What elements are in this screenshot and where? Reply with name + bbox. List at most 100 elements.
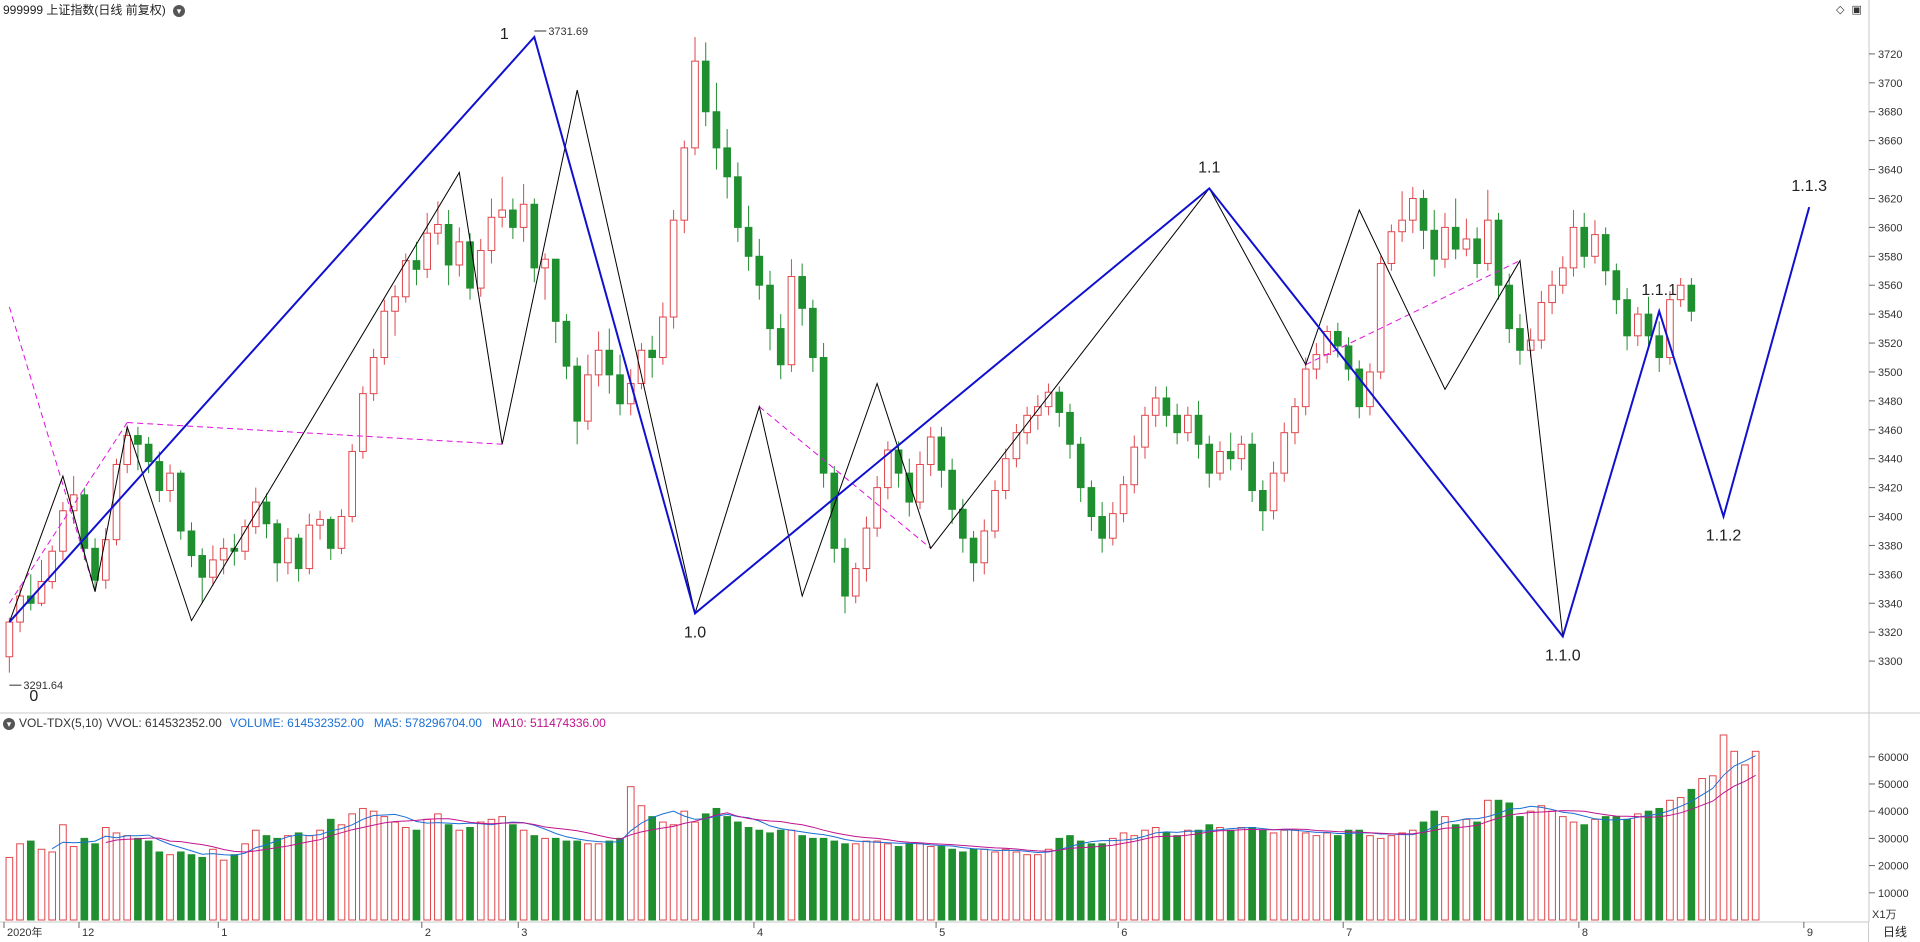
candle-body [648, 349, 656, 358]
candle-body [541, 258, 549, 269]
panel-toggle-icon[interactable]: ▣ [1851, 4, 1862, 16]
candle-body [1666, 299, 1674, 359]
volume-bar [1676, 797, 1685, 921]
candle-body [1291, 406, 1299, 434]
volume-bar [123, 835, 132, 921]
candle-body [37, 581, 46, 604]
candle-body [80, 494, 89, 549]
volume-bar [1291, 829, 1299, 921]
volume-bar [1494, 799, 1503, 921]
volume-bar [584, 843, 592, 921]
volume-bar [1623, 818, 1631, 921]
x-tick-label: 7 [1346, 927, 1352, 939]
y-tick-label: 3500 [1878, 367, 1902, 379]
price-axis: 3300 3320 3340 3360 3380 3400 3420 3440 3460 3480… [1869, 49, 1902, 668]
volume-bar [230, 854, 239, 921]
candle-series [5, 37, 1696, 673]
volume-bar [1591, 818, 1599, 921]
candle-body [1194, 414, 1203, 445]
volume-bar [862, 840, 871, 921]
candle-body [1494, 219, 1503, 286]
y-tick-label: 3380 [1878, 540, 1902, 552]
chevron-down-icon[interactable]: ▾ [3, 717, 15, 730]
candle-body [1098, 516, 1106, 539]
candle-body [1044, 391, 1053, 408]
volume-bar [80, 837, 89, 921]
candle-body [1269, 472, 1278, 512]
volume-bar [1173, 835, 1181, 921]
wave-label: 1 [500, 26, 509, 43]
candle-body [562, 320, 571, 367]
volume-bar [48, 851, 57, 921]
volume-tick-label: 30000 [1878, 833, 1909, 845]
volume-bar [1387, 835, 1396, 921]
candle-body [605, 349, 614, 376]
volume-bar [669, 824, 678, 921]
candle-body [1312, 354, 1321, 370]
candle-body [1001, 458, 1010, 491]
volume-indicator-name: VOL-TDX(5,10) [19, 716, 103, 730]
candle-body [1130, 446, 1139, 486]
volume-bar [530, 835, 539, 921]
volume-bar [551, 837, 560, 921]
y-tick-label: 3720 [1878, 49, 1902, 61]
volume-bar [712, 807, 721, 921]
volume-bar [1044, 848, 1053, 921]
volume-bar [1505, 802, 1514, 921]
candle-body [423, 232, 432, 270]
x-tick-label: 2 [425, 927, 431, 939]
candle-body [1601, 234, 1610, 272]
candle-body [1334, 330, 1342, 347]
candle-body [1173, 414, 1181, 434]
volume-bar [637, 805, 646, 921]
candle-body [1569, 226, 1578, 269]
candle-body [926, 436, 935, 465]
volume-bar [1130, 835, 1139, 921]
candle-body [519, 203, 528, 228]
volume-bar [1259, 829, 1267, 921]
volume-bar [359, 807, 367, 921]
candle-body [551, 258, 560, 322]
candle-body [884, 449, 892, 489]
y-tick-label: 3600 [1878, 222, 1902, 234]
primary-wave-line [8, 34, 1811, 639]
volume-bar [316, 829, 324, 921]
volume-bar [937, 846, 946, 921]
y-tick-label: 3540 [1878, 309, 1902, 321]
period-button[interactable]: 日线 [1868, 922, 1920, 942]
candle-body [701, 60, 710, 113]
volume-bar [1355, 829, 1364, 921]
volume-bar [1558, 816, 1567, 921]
y-tick-label: 3320 [1878, 627, 1902, 639]
volume-bar [616, 837, 624, 921]
volume-bar [412, 829, 421, 921]
y-tick-label: 3520 [1878, 338, 1902, 350]
volume-axis: 10000 20000 30000 40000 50000 60000 X1万 [1869, 752, 1909, 921]
y-tick-label: 3680 [1878, 107, 1902, 119]
volume-bar [466, 827, 474, 921]
volume-tick-label: 20000 [1878, 861, 1909, 873]
candle-body [101, 539, 110, 581]
volume-bar [155, 851, 164, 921]
volume-bar [166, 854, 174, 921]
candle-body [1676, 284, 1685, 301]
candle-body [959, 508, 967, 539]
candle-body [1655, 335, 1664, 358]
volume-bar [648, 816, 656, 921]
candle-body [862, 527, 871, 570]
volume-bar [1537, 805, 1546, 921]
candle-body [294, 537, 303, 570]
candle-body [123, 435, 132, 465]
volume-bar [1398, 832, 1406, 921]
volume-bar [1741, 764, 1749, 921]
volume-bar [1162, 832, 1171, 921]
diamond-icon[interactable]: ◇ [1836, 4, 1845, 16]
x-tick-label: 1 [221, 927, 227, 939]
candle-body [1344, 345, 1353, 370]
candle-body [1119, 484, 1128, 515]
candle-body [380, 310, 389, 359]
chevron-down-icon[interactable]: ▾ [173, 4, 186, 17]
volume-bar [1730, 750, 1739, 921]
volume-bar [894, 846, 903, 921]
